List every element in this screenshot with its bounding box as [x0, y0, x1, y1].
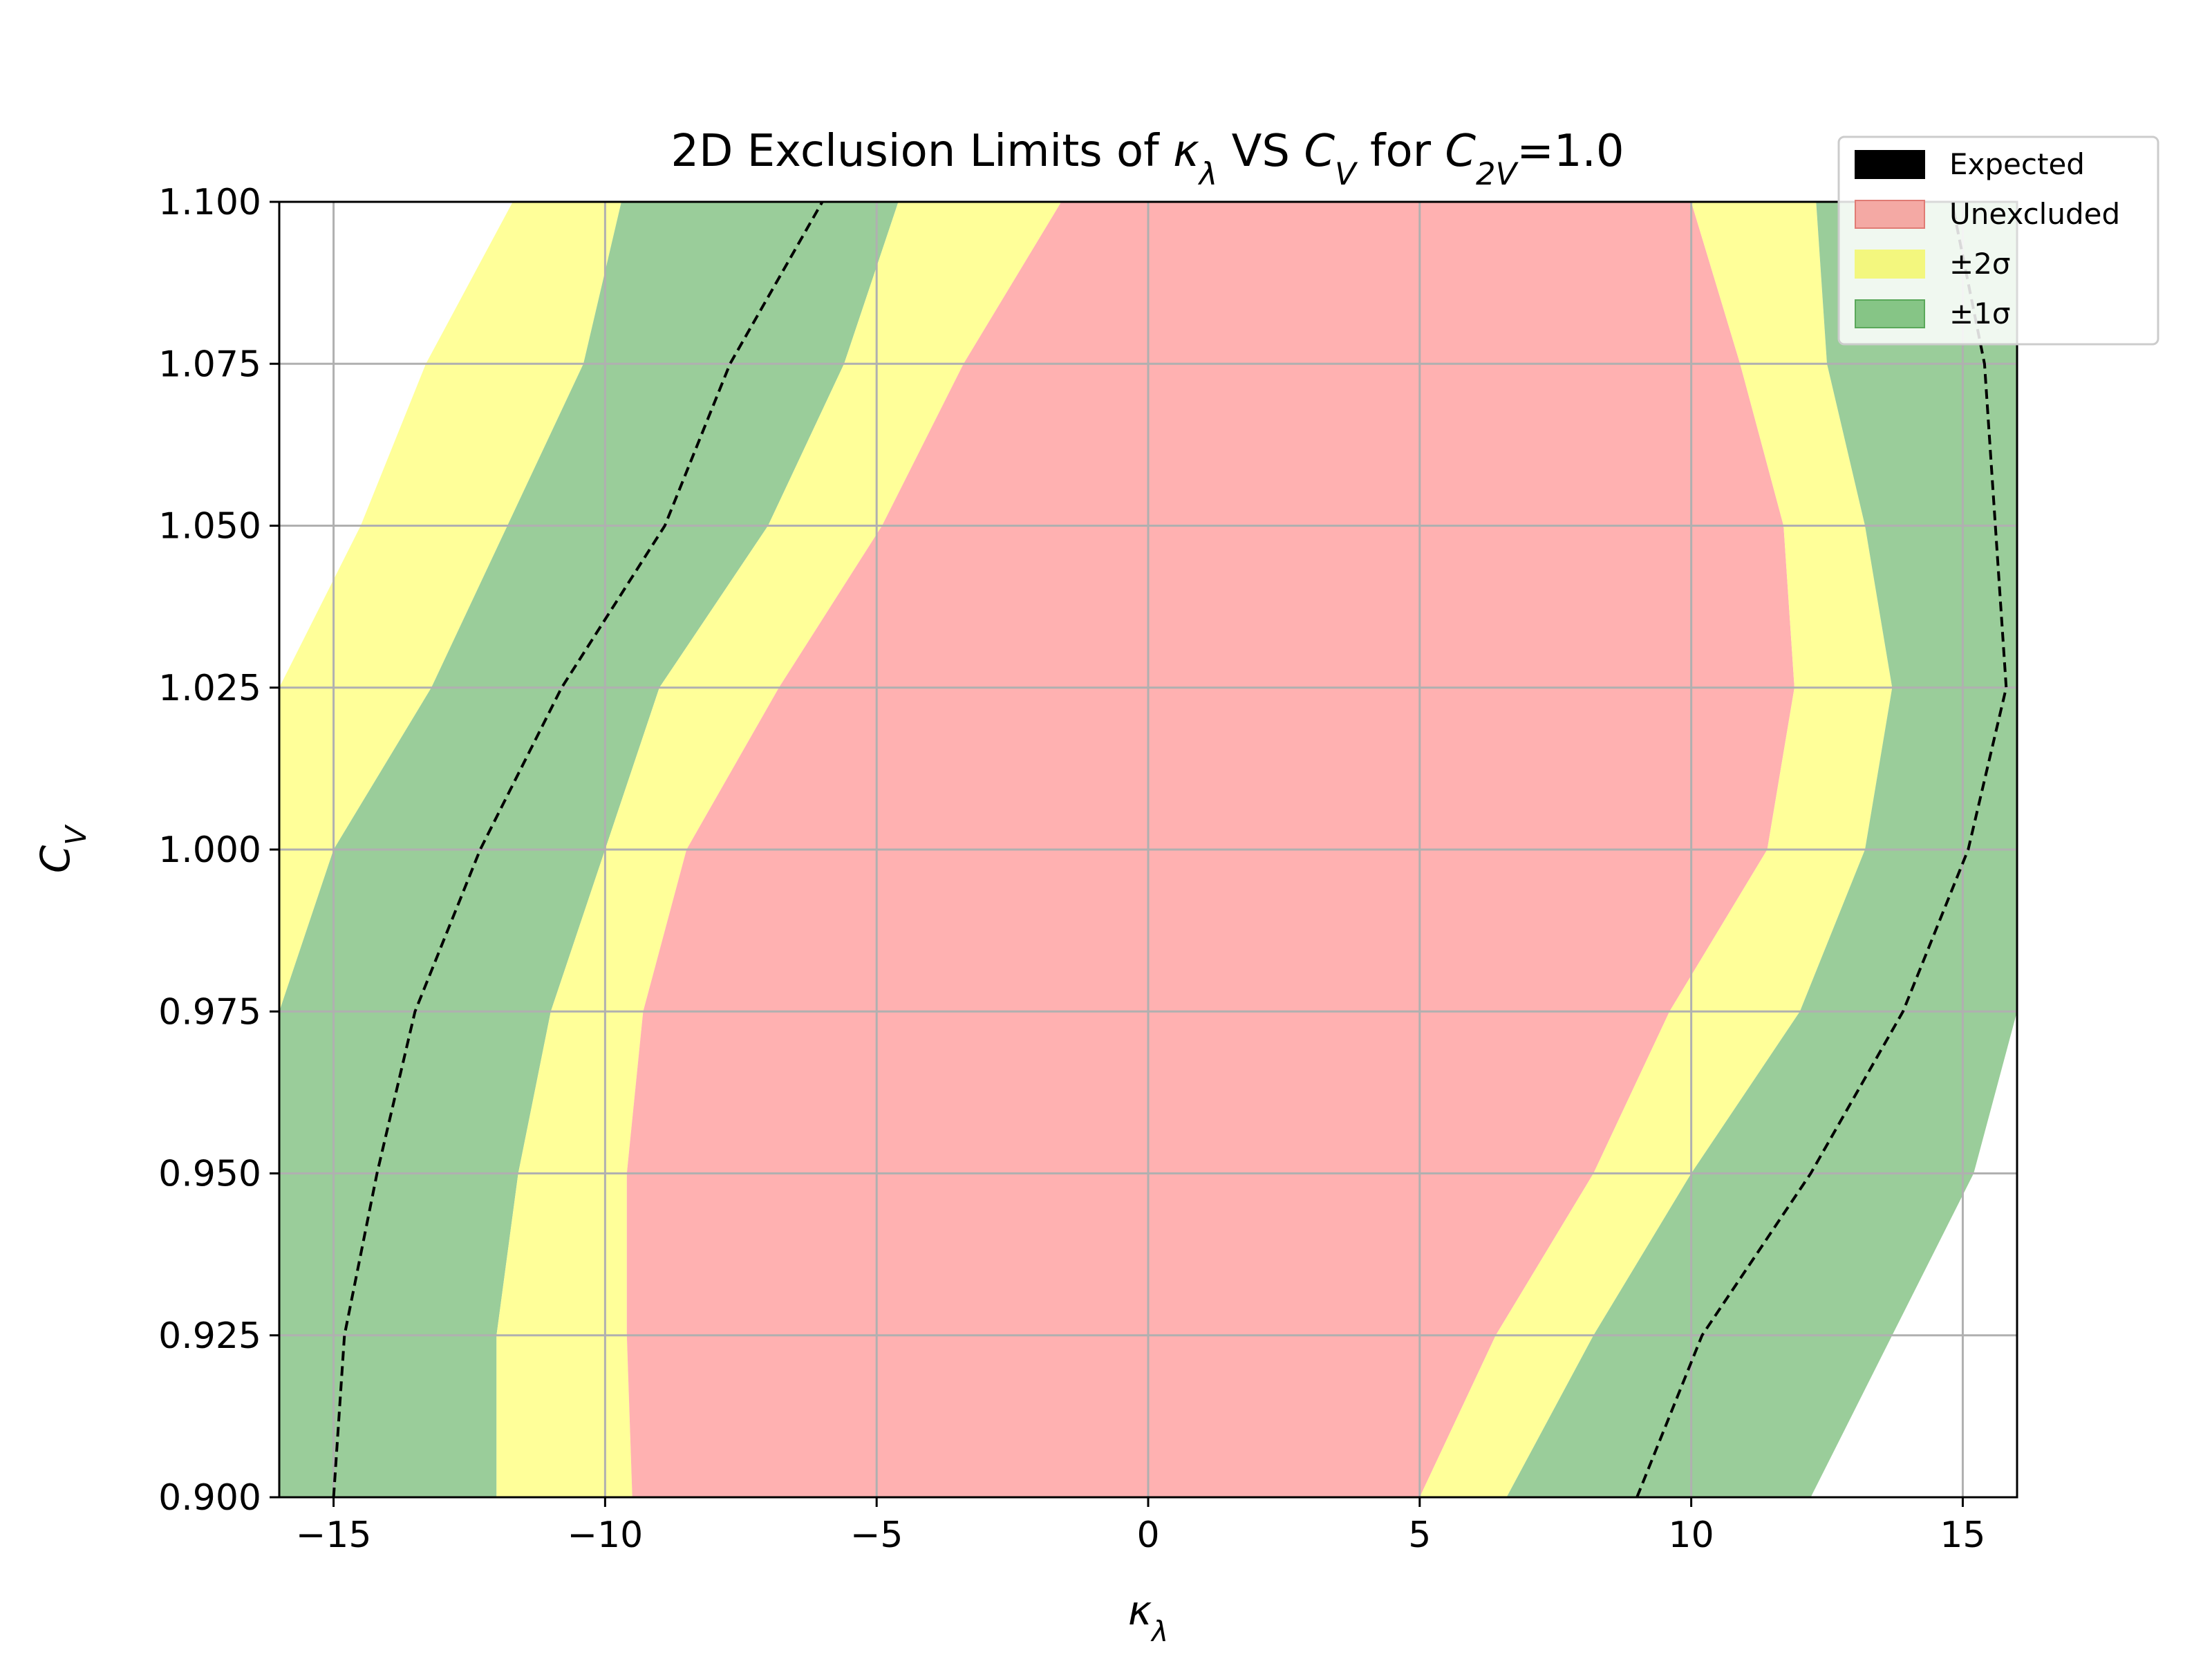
legend-swatch	[1855, 299, 1925, 328]
x-tick-label: −5	[850, 1515, 903, 1556]
left-expected-line	[332, 201, 824, 1498]
legend-box	[1837, 135, 2159, 346]
x-tick-label: −10	[568, 1515, 644, 1556]
x-tick-label: 5	[1408, 1515, 1431, 1556]
y-tick-label: 0.950	[158, 1154, 261, 1195]
y-tick-label: 0.925	[158, 1315, 261, 1357]
x-tick-label: 15	[1940, 1515, 1985, 1556]
y-ticks: 0.900 0.925 0.950 0.975 1.000 1.025 1.050 1.075…	[158, 182, 279, 1519]
legend-label: Expected	[1949, 147, 2085, 181]
y-tick-label: 1.025	[158, 668, 261, 709]
x-tick-label: −15	[296, 1515, 372, 1556]
legend-label: ±2σ	[1949, 247, 2011, 281]
y-tick-label: 1.100	[158, 182, 261, 223]
legend-swatch	[1855, 250, 1925, 279]
right-expected-line	[1635, 201, 2008, 1498]
legend-label: ±1σ	[1949, 297, 2011, 330]
chart-title: 2D Exclusion Limits of κλ VS CV for C2V=…	[671, 126, 1624, 192]
legend: Expected Unexcluded ±2σ ±1σ	[1837, 135, 2159, 346]
y-tick-label: 0.900	[158, 1477, 261, 1519]
x-tick-label: 0	[1136, 1515, 1159, 1556]
x-axis-label: κλ	[1128, 1587, 1168, 1648]
y-tick-label: 1.075	[158, 344, 261, 385]
y-tick-label: 0.975	[158, 991, 261, 1033]
legend-label: Unexcluded	[1949, 197, 2120, 231]
legend-swatch	[1855, 150, 1925, 179]
y-axis-label: CV	[32, 824, 93, 874]
y-tick-label: 1.000	[158, 830, 261, 871]
y-tick-label: 1.050	[158, 506, 261, 547]
x-tick-label: 10	[1669, 1515, 1714, 1556]
x-ticks: −15 −10 −5 0 5 10 15	[296, 1497, 1986, 1556]
expected-lines	[332, 201, 2008, 1498]
legend-swatch	[1855, 200, 1925, 229]
